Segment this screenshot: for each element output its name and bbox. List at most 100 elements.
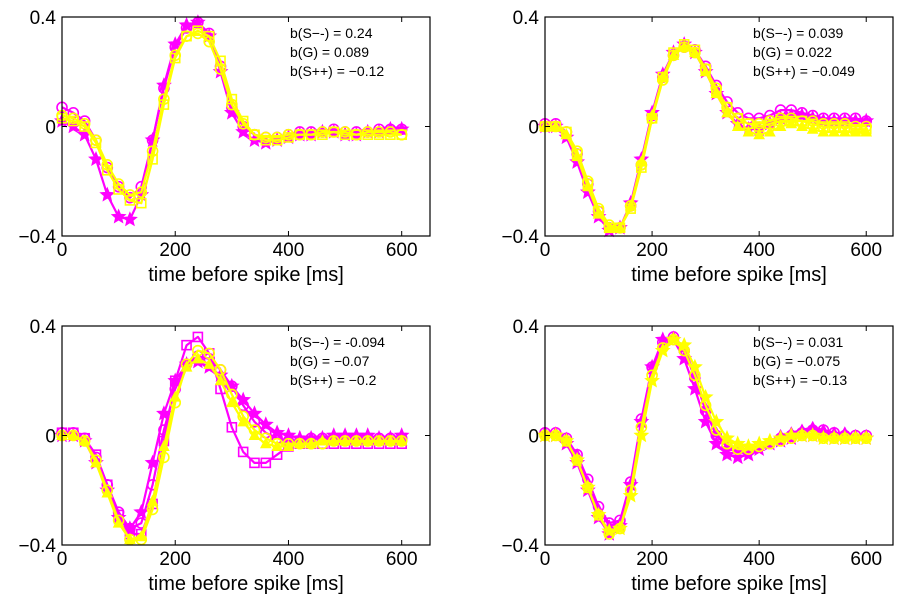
data-point (361, 434, 374, 446)
data-point (603, 219, 616, 231)
data-point (350, 128, 363, 141)
coefficient-annotation: b(S−-) = -0.094 (290, 334, 385, 350)
data-point (293, 437, 306, 449)
data-point (753, 117, 765, 130)
x-tick-label: 200 (159, 240, 191, 261)
data-point (293, 128, 306, 141)
data-point (248, 128, 261, 141)
data-point (158, 451, 170, 464)
data-point (90, 134, 102, 146)
data-point (582, 175, 594, 188)
data-point (135, 186, 148, 198)
data-point (764, 125, 776, 137)
data-point (612, 520, 628, 536)
x-tick-label: 400 (743, 549, 775, 570)
data-point (719, 446, 735, 462)
data-point (373, 434, 385, 446)
data-point (719, 429, 735, 445)
data-point (731, 119, 744, 131)
data-point (180, 360, 193, 372)
data-point (158, 439, 170, 451)
data-point (560, 126, 573, 138)
series-5 (56, 352, 408, 545)
data-point (687, 358, 703, 374)
coefficient-annotation: b(G) = −0.075 (753, 353, 840, 369)
x-tick-label: 200 (636, 240, 668, 261)
data-point (708, 413, 725, 429)
data-point (169, 390, 182, 402)
data-point (569, 451, 586, 467)
x-tick-label: 0 (540, 240, 551, 261)
data-point (249, 457, 260, 469)
data-point (158, 93, 170, 105)
data-point (169, 49, 182, 62)
data-point (226, 421, 238, 433)
coefficient-annotation: b(G) = −0.07 (290, 353, 370, 369)
data-point (110, 208, 127, 224)
coefficient-annotation: b(S−-) = 0.24 (290, 25, 373, 41)
data-point (710, 82, 723, 94)
data-point (785, 112, 798, 125)
data-point (124, 532, 136, 545)
coefficient-annotation: b(S++) = −0.049 (753, 63, 855, 79)
data-point (181, 339, 192, 351)
data-point (305, 437, 317, 449)
data-point (214, 374, 227, 386)
data-point (101, 486, 114, 498)
data-point (339, 434, 351, 446)
data-point (665, 331, 682, 347)
data-point (558, 432, 575, 448)
data-point (729, 435, 746, 451)
data-point (676, 336, 693, 352)
data-point (259, 437, 272, 449)
data-point (327, 126, 340, 138)
data-point (384, 434, 397, 446)
coefficient-annotation: b(G) = 0.089 (290, 44, 369, 60)
data-point (237, 446, 249, 458)
data-point (373, 126, 385, 138)
data-point (772, 429, 789, 445)
data-point (112, 516, 125, 528)
data-point (624, 200, 637, 212)
data-point (78, 117, 91, 130)
coefficient-annotation: b(S−-) = 0.039 (753, 25, 843, 41)
data-point (785, 104, 798, 116)
x-tick-label: 200 (159, 549, 191, 570)
data-point (350, 434, 363, 446)
data-point (192, 331, 204, 343)
data-point (305, 128, 317, 141)
data-point (146, 145, 159, 157)
data-point (761, 432, 778, 448)
data-point (282, 439, 295, 451)
x-tick-label: 600 (850, 549, 882, 570)
data-point (248, 428, 261, 440)
data-point (549, 120, 562, 133)
data-point (635, 159, 648, 171)
data-point (122, 211, 138, 227)
y-tick-label: 0.4 (513, 317, 540, 338)
data-point (839, 117, 851, 130)
data-point (753, 128, 765, 140)
data-point (579, 479, 596, 495)
data-point (316, 126, 329, 138)
y-tick-label: 0 (528, 427, 539, 448)
x-tick-label: 200 (636, 549, 668, 570)
data-point (124, 189, 136, 201)
data-point (226, 396, 238, 408)
data-point (101, 159, 114, 171)
data-point (622, 487, 639, 503)
data-point (796, 107, 808, 119)
x-tick-label: 600 (386, 549, 418, 570)
data-point (180, 30, 193, 42)
x-tick-label: 0 (540, 549, 551, 570)
x-axis-label: time before spike [ms] (148, 264, 344, 286)
y-tick-label: 0 (528, 118, 539, 139)
series-line (61, 32, 402, 196)
data-point (731, 112, 744, 125)
data-point (590, 506, 607, 522)
series-5 (537, 331, 875, 539)
